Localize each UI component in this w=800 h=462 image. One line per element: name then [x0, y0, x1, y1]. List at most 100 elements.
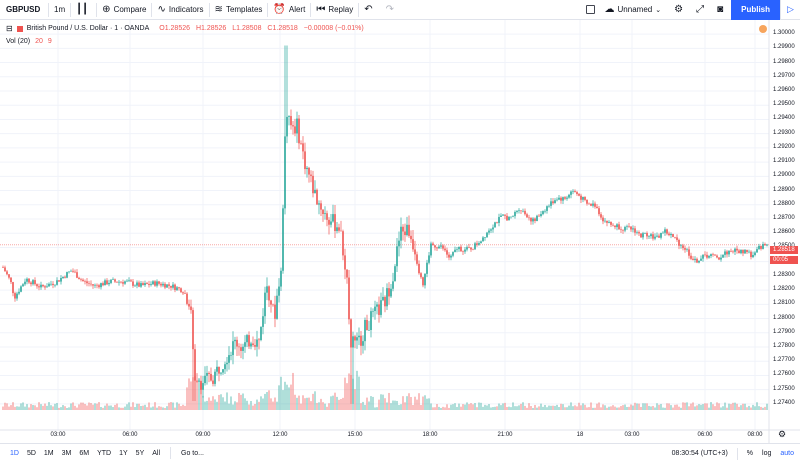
- percent-scale-toggle[interactable]: %: [746, 450, 754, 457]
- candle-body: [148, 284, 150, 285]
- range-button-1d[interactable]: 1D: [10, 449, 19, 457]
- volume-bar: [230, 396, 232, 410]
- fullscreen-button[interactable]: ⤢: [691, 0, 712, 20]
- axis-settings-icon[interactable]: ⚙: [778, 429, 787, 439]
- candle-body: [92, 284, 94, 286]
- legend-title[interactable]: British Pound / U.S. Dollar · 1 · OANDA: [26, 25, 150, 32]
- candle-body: [650, 234, 652, 237]
- snapshot-button[interactable]: ◙: [712, 0, 731, 20]
- volume-bar: [378, 399, 380, 410]
- volume-bar: [498, 403, 500, 410]
- candle-body: [628, 226, 630, 227]
- candle-body: [214, 371, 216, 384]
- candle-body: [154, 281, 156, 286]
- candle-body: [282, 208, 284, 271]
- indicators-button[interactable]: ∿ Indicators: [152, 0, 208, 20]
- range-button-1m[interactable]: 1M: [43, 449, 54, 457]
- layout-menu-button[interactable]: ☁ Unnamed ⌄: [600, 0, 670, 20]
- candle-body: [360, 335, 362, 346]
- volume-bar: [720, 407, 722, 410]
- publish-button[interactable]: Publish: [731, 0, 780, 20]
- expand-icon: ⤢: [696, 4, 705, 15]
- candle-body: [680, 245, 682, 247]
- candle-body: [538, 215, 540, 217]
- volume-bar: [342, 397, 344, 410]
- collapse-sidebar-button[interactable]: ▷: [780, 0, 800, 20]
- volume-bar: [322, 402, 324, 410]
- candle-body: [384, 296, 386, 307]
- compare-button[interactable]: ⊕ Compare: [97, 0, 151, 20]
- chart-style-button[interactable]: ┃┃: [71, 0, 96, 20]
- volume-bar: [134, 407, 136, 410]
- candle-body: [278, 286, 280, 296]
- candle-body: [720, 257, 722, 260]
- candle-body: [316, 189, 318, 205]
- volume-bar: [206, 400, 208, 410]
- volume-bar: [640, 406, 642, 410]
- candle-body: [150, 284, 152, 285]
- range-button-1y[interactable]: 1Y: [119, 449, 128, 457]
- volume-bar: [90, 403, 92, 410]
- candle-body: [98, 285, 100, 288]
- volume-bar: [504, 402, 506, 410]
- volume-bar: [652, 405, 654, 410]
- candle-body: [764, 244, 766, 246]
- range-button-3m[interactable]: 3M: [61, 449, 72, 457]
- range-button-ytd[interactable]: YTD: [97, 449, 112, 457]
- volume-bar: [722, 406, 724, 410]
- fullscreen-chart-checkbox[interactable]: [581, 0, 600, 20]
- volume-bar: [632, 405, 634, 410]
- last-price-tag: 1.28518: [770, 246, 798, 254]
- candle-body: [296, 118, 298, 134]
- market-status-icon[interactable]: [759, 25, 767, 33]
- candle-body: [42, 284, 44, 287]
- volume-bar: [648, 405, 650, 410]
- volume-legend[interactable]: Vol (20) 20 9: [6, 38, 52, 45]
- clock[interactable]: 08:30:54 (UTC+3): [671, 450, 728, 457]
- volume-bar: [554, 405, 556, 410]
- volume-bar: [16, 406, 18, 410]
- candle-body: [204, 375, 206, 384]
- candle-body: [138, 282, 140, 287]
- settings-button[interactable]: ⚙: [669, 0, 691, 20]
- candle-body: [348, 277, 350, 320]
- volume-bar: [478, 402, 480, 410]
- log-scale-toggle[interactable]: log: [762, 450, 772, 457]
- candle-body: [340, 230, 342, 232]
- candle-body: [364, 319, 366, 342]
- candle-body: [274, 304, 276, 319]
- volume-bar: [382, 394, 384, 410]
- candle-body: [612, 224, 614, 226]
- volume-bar: [316, 402, 318, 410]
- interval-button[interactable]: 1m: [54, 5, 66, 14]
- auto-scale-toggle[interactable]: auto: [780, 450, 794, 457]
- range-button-5d[interactable]: 5D: [26, 449, 36, 457]
- goto-button[interactable]: Go to...: [181, 449, 204, 457]
- volume-bar: [52, 406, 54, 410]
- candles-icon: ┃┃: [76, 4, 89, 15]
- volume-bar: [400, 404, 402, 410]
- candle-body: [716, 255, 718, 258]
- candle-body: [308, 167, 310, 175]
- volume-bar: [666, 403, 668, 410]
- square-icon: [585, 5, 595, 14]
- templates-button[interactable]: ≋ Templates: [210, 0, 268, 20]
- redo-button[interactable]: ↷: [381, 0, 402, 20]
- price-chart[interactable]: [0, 20, 800, 443]
- range-button-5y[interactable]: 5Y: [135, 449, 145, 457]
- price-axis-label: 1.28800: [773, 200, 795, 207]
- price-axis-label: 1.29600: [773, 87, 795, 93]
- candle-body: [240, 347, 242, 351]
- alert-button[interactable]: ⏰ Alert: [268, 0, 310, 20]
- symbol-search[interactable]: GBPUSD: [6, 5, 41, 14]
- candle-body: [740, 249, 742, 254]
- candle-body: [526, 214, 528, 218]
- volume-bar: [54, 403, 56, 410]
- collapse-legend-icon[interactable]: ⊟: [6, 24, 13, 33]
- range-button-all[interactable]: All: [152, 449, 161, 457]
- candle-body: [442, 245, 444, 249]
- undo-button[interactable]: ↶: [359, 0, 380, 20]
- range-button-6m[interactable]: 6M: [79, 449, 90, 457]
- candle-body: [668, 233, 670, 236]
- replay-button[interactable]: ⏮ Replay: [311, 0, 358, 20]
